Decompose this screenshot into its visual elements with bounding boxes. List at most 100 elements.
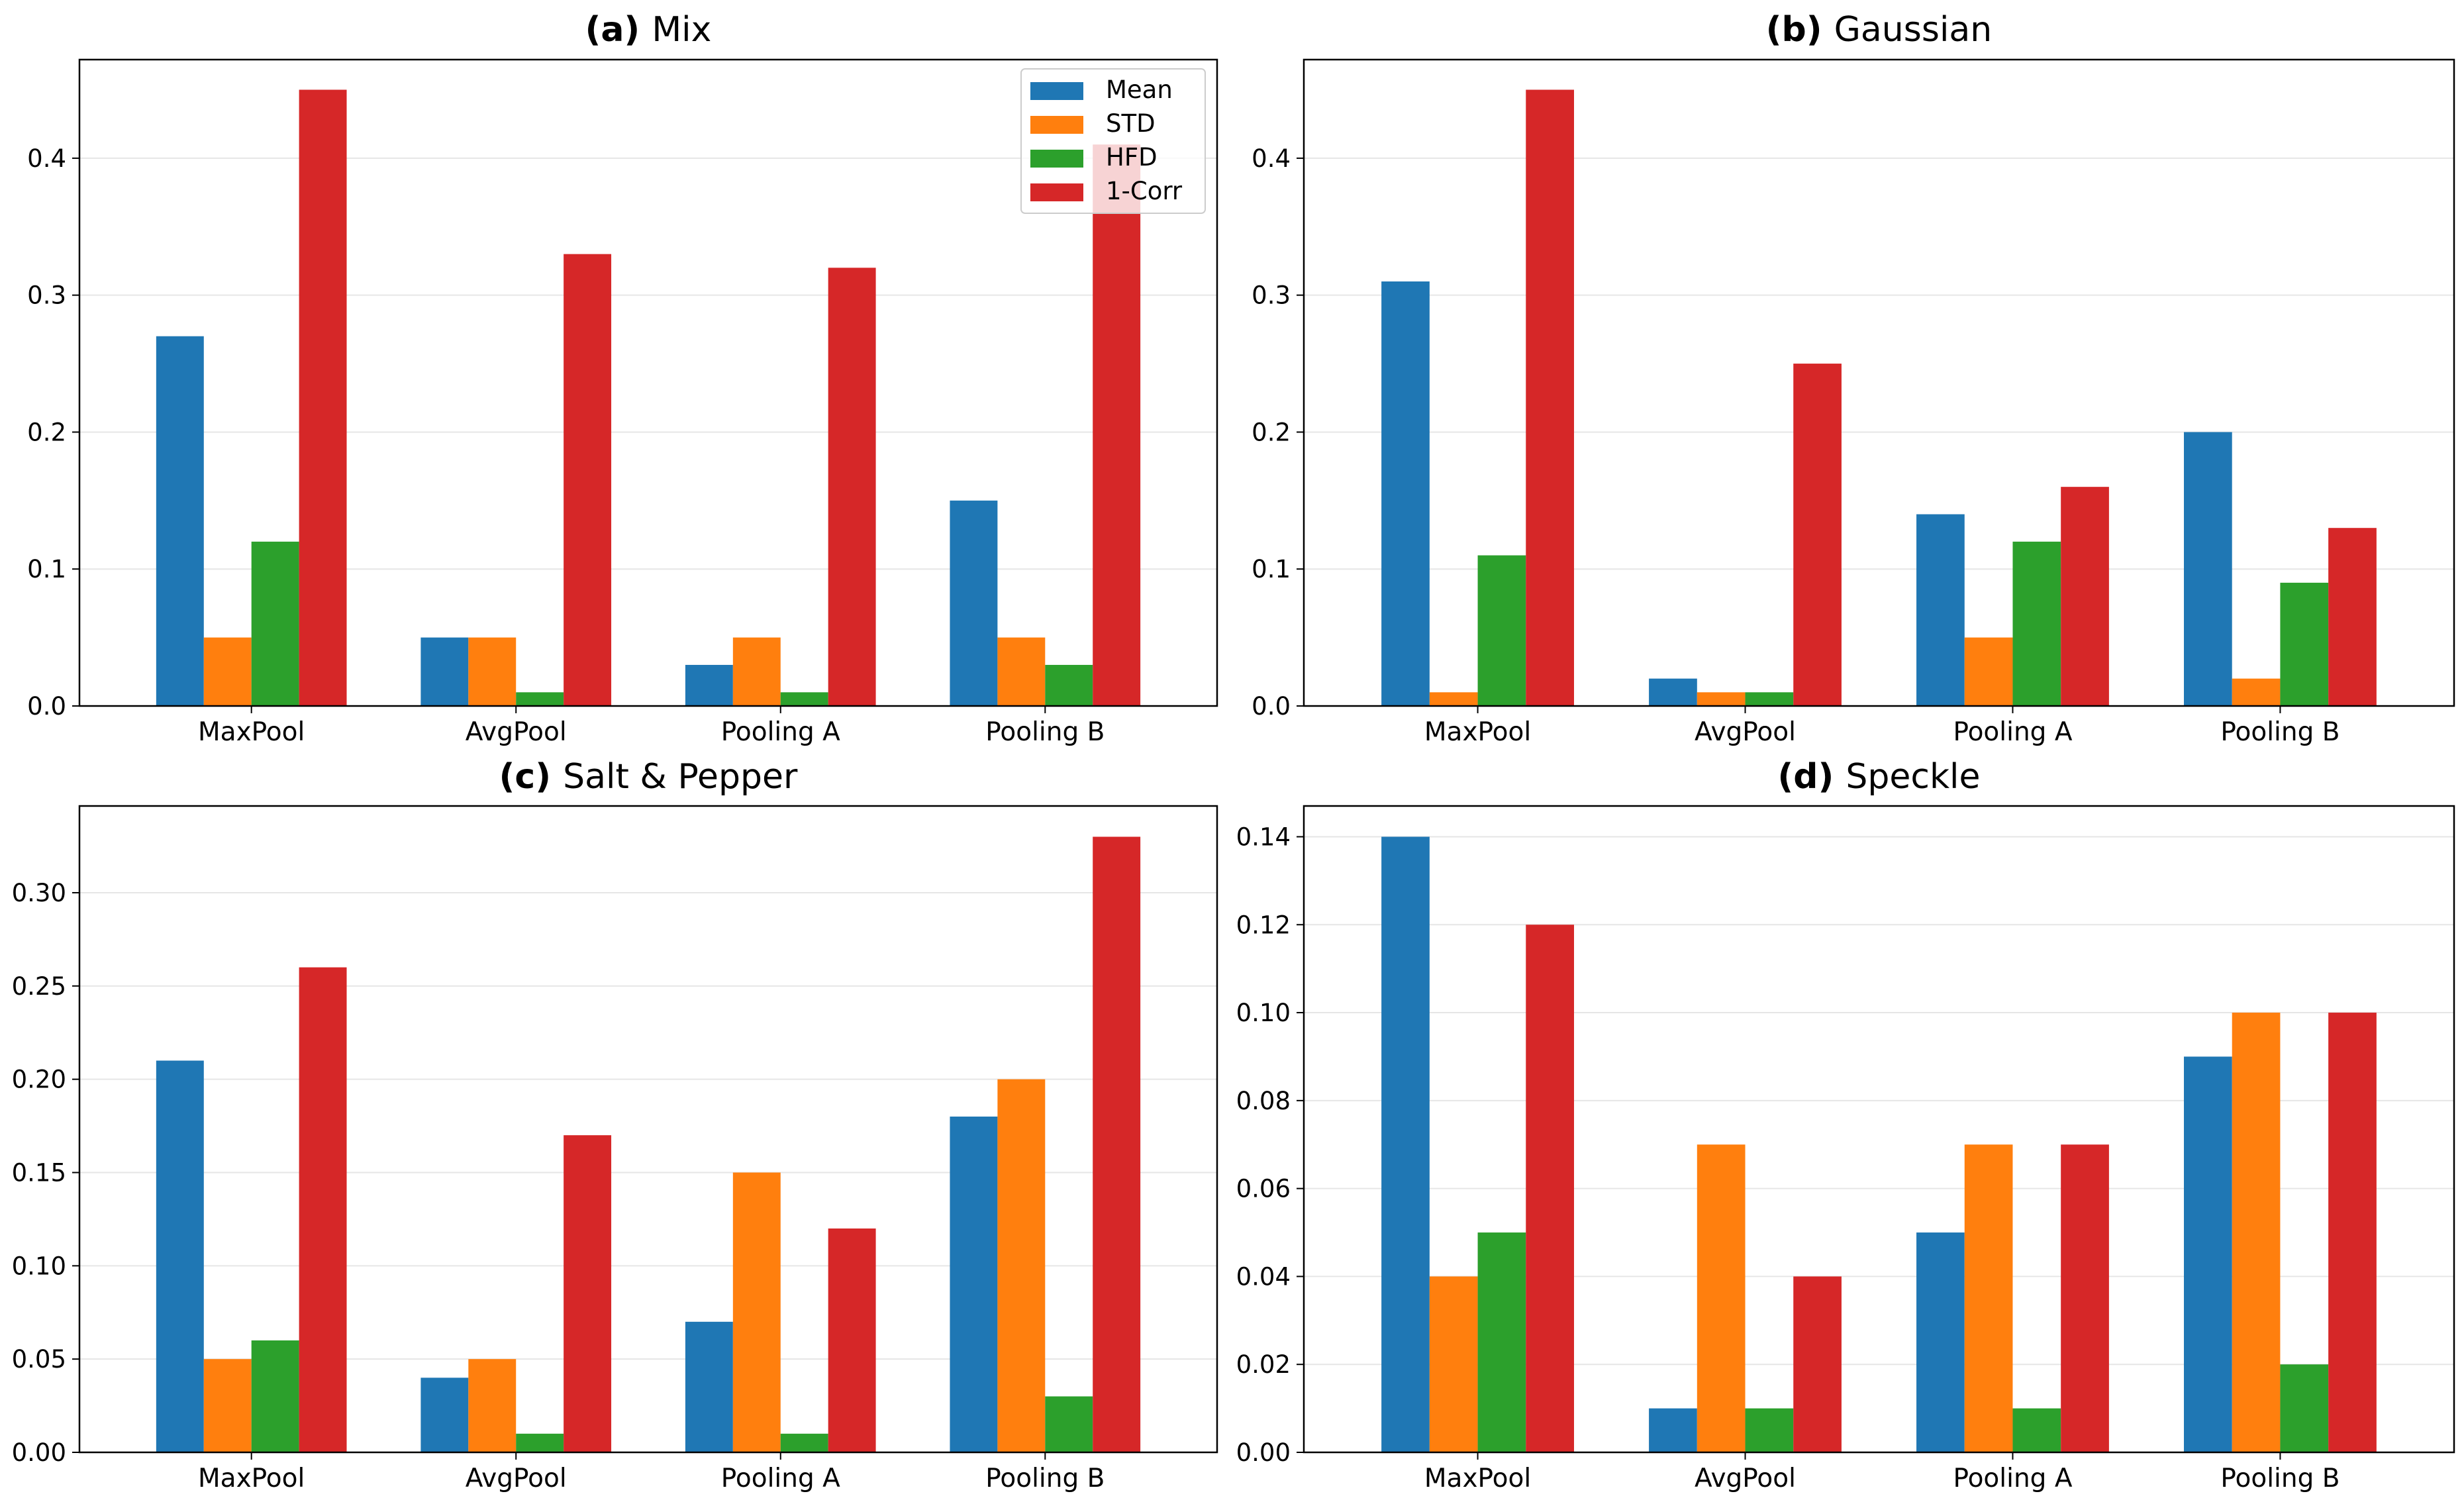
bar-pooling-a-hfd — [2012, 541, 2061, 706]
bar-maxpool-mean — [156, 1060, 204, 1452]
x-tick-label-avgpool: AvgPool — [466, 1464, 567, 1493]
y-tick-label: 0.0 — [27, 692, 66, 721]
bar-maxpool-std — [1429, 1276, 1478, 1452]
y-tick-label: 0.12 — [1236, 911, 1291, 939]
bar-maxpool-std — [203, 1359, 252, 1452]
x-tick-label-pooling-b: Pooling B — [2220, 717, 2340, 747]
y-tick-label: 0.3 — [1252, 281, 1291, 310]
bar-pooling-b-std — [2232, 678, 2281, 706]
bar-maxpool-hfd — [251, 541, 299, 706]
y-tick-label: 0.20 — [12, 1066, 66, 1094]
x-tick-label-pooling-b: Pooling B — [985, 717, 1105, 747]
bar-maxpool-1-corr — [1526, 89, 1574, 707]
bar-pooling-a-std — [732, 1172, 781, 1452]
bar-pooling-b-hfd — [1045, 1396, 1093, 1452]
x-tick-label-pooling-a: Pooling A — [721, 717, 840, 747]
bar-pooling-a-mean — [685, 664, 733, 706]
chart-title: (c) Salt & Pepper — [499, 757, 798, 797]
bar-pooling-b-mean — [2184, 1056, 2232, 1452]
legend-box — [1020, 68, 1206, 214]
bar-pooling-b-std — [2232, 1013, 2281, 1452]
legend-swatch-hfd — [1030, 150, 1083, 168]
y-tick-label: 0.2 — [1252, 418, 1291, 446]
x-tick-label-avgpool: AvgPool — [1695, 717, 1796, 747]
x-tick-label-maxpool: MaxPool — [198, 1464, 305, 1493]
y-tick-label: 0.15 — [12, 1158, 66, 1187]
bar-pooling-b-std — [997, 637, 1046, 706]
y-tick-label: 0.02 — [1236, 1350, 1291, 1379]
bar-pooling-b-mean — [2184, 432, 2232, 706]
y-tick-label: 0.00 — [1236, 1438, 1291, 1467]
bar-pooling-b-hfd — [1045, 664, 1093, 706]
y-tick-label: 0.08 — [1236, 1087, 1291, 1115]
bar-avgpool-1-corr — [1793, 364, 1842, 706]
bar-pooling-a-hfd — [780, 692, 828, 706]
bar-maxpool-hfd — [1477, 555, 1526, 706]
bar-pooling-a-std — [1964, 637, 2013, 706]
x-tick-label-avgpool: AvgPool — [466, 717, 567, 747]
x-tick-label-pooling-b: Pooling B — [2220, 1464, 2340, 1493]
bar-avgpool-1-corr — [564, 1135, 612, 1452]
chart-panel-a: (a) Mix 0.0 0.1 0.2 0.3 0.4 MaxPool AvgPool Pool… — [27, 10, 1218, 747]
bar-maxpool-mean — [1381, 836, 1430, 1452]
bar-avgpool-std — [1697, 692, 1746, 706]
bar-maxpool-mean — [1381, 281, 1430, 707]
bar-pooling-a-1-corr — [828, 1228, 876, 1452]
chart-panel-c: (c) Salt & Pepper 0.00 0.05 0.10 0.15 0.20 0.2… — [12, 757, 1218, 1493]
bar-avgpool-std — [468, 1359, 517, 1452]
bar-maxpool-1-corr — [1526, 925, 1574, 1452]
chart-title: (b) Gaussian — [1766, 10, 1992, 50]
y-tick-label: 0.3 — [27, 281, 66, 310]
bar-pooling-b-hfd — [2280, 1364, 2329, 1452]
bar-avgpool-hfd — [1745, 692, 1794, 706]
chart-title-text: Gaussian — [1834, 10, 1993, 50]
bar-maxpool-1-corr — [299, 89, 347, 707]
legend-label-mean: Mean — [1106, 75, 1173, 104]
x-tick-label-pooling-a: Pooling A — [721, 1464, 840, 1493]
legend-swatch-mean — [1030, 82, 1083, 100]
bar-avgpool-mean — [1649, 678, 1697, 706]
chart-title-label: (a) — [585, 10, 652, 50]
legend-swatch-std — [1030, 116, 1083, 134]
y-tick-label: 0.04 — [1236, 1262, 1291, 1291]
bar-maxpool-mean — [156, 336, 204, 706]
x-tick-label-pooling-a: Pooling A — [1953, 1464, 2072, 1493]
bar-avgpool-mean — [420, 1378, 469, 1452]
bar-avgpool-mean — [420, 637, 469, 706]
chart-title-label: (d) — [1777, 757, 1846, 797]
axes-frame — [78, 805, 1218, 1454]
y-tick-label: 0.4 — [27, 144, 66, 173]
chart-title-label: (c) — [499, 757, 563, 797]
y-tick-label: 0.14 — [1236, 823, 1291, 851]
legend-label-1-corr: 1-Corr — [1106, 177, 1183, 205]
y-tick-label: 0.10 — [1236, 999, 1291, 1027]
legend-label-std: STD — [1106, 109, 1156, 138]
chart-panel-d: (d) Speckle 0.00 0.02 0.04 0.06 0.08 0.10 0.12 0… — [1236, 757, 2455, 1493]
bar-avgpool-hfd — [516, 1433, 564, 1452]
y-tick-label: 0.2 — [27, 418, 66, 446]
bar-avgpool-hfd — [1745, 1408, 1794, 1452]
y-tick-label: 0.30 — [12, 879, 66, 907]
bar-pooling-a-1-corr — [828, 268, 876, 707]
bar-avgpool-std — [468, 637, 517, 706]
bar-maxpool-1-corr — [299, 967, 347, 1452]
chart-title-text: Speckle — [1846, 757, 1980, 797]
legend-label-hfd: HFD — [1106, 143, 1158, 172]
y-tick-label: 0.1 — [27, 555, 66, 583]
x-tick-label-maxpool: MaxPool — [1424, 717, 1531, 747]
chart-title-label: (b) — [1766, 10, 1834, 50]
chart-title: (a) Mix — [585, 10, 712, 50]
y-tick-label: 0.00 — [12, 1438, 66, 1467]
legend-swatch-1-corr — [1030, 183, 1083, 201]
axes-frame — [78, 58, 1218, 707]
y-tick-label: 0.4 — [1252, 144, 1291, 173]
bar-pooling-b-1-corr — [1093, 836, 1141, 1452]
y-tick-label: 0.06 — [1236, 1175, 1291, 1203]
bar-pooling-a-hfd — [2012, 1408, 2061, 1452]
bar-maxpool-std — [203, 637, 252, 706]
x-tick-label-pooling-a: Pooling A — [1953, 717, 2072, 747]
chart-title: (d) Speckle — [1777, 757, 1980, 797]
x-tick-label-maxpool: MaxPool — [198, 717, 305, 747]
chart-title-text: Mix — [652, 10, 711, 50]
bar-pooling-b-1-corr — [2328, 1013, 2377, 1452]
